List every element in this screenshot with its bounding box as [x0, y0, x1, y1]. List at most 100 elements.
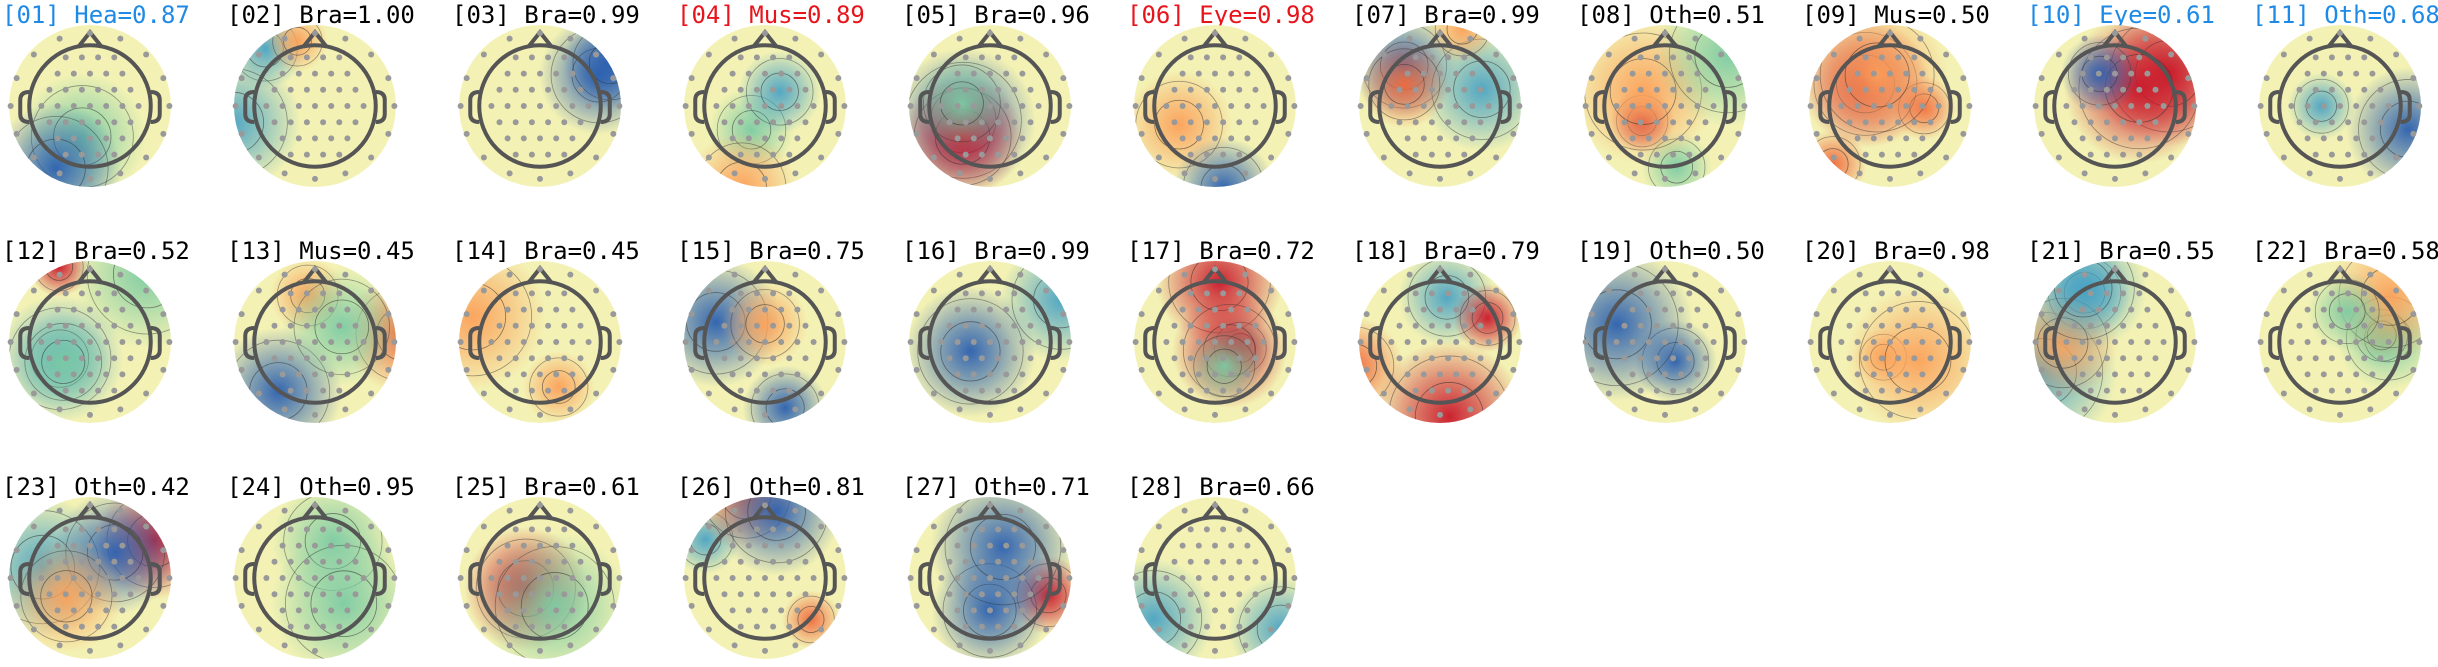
sensor [1220, 387, 1227, 394]
sensor [457, 103, 464, 110]
sensor [2103, 387, 2110, 394]
sensor [745, 542, 752, 549]
sensor [160, 311, 167, 318]
sensor [1895, 290, 1902, 297]
sensor [987, 175, 994, 182]
sensor [545, 322, 552, 329]
sensor [818, 287, 825, 294]
sensor [1870, 306, 1877, 313]
sensor [561, 290, 568, 297]
sensor [616, 575, 623, 581]
sensor [561, 151, 568, 158]
sensor [1244, 575, 1251, 581]
sensor [336, 591, 343, 598]
sensor [312, 339, 318, 345]
sensor [792, 35, 799, 42]
sensor [2369, 70, 2376, 77]
sensor [2328, 54, 2335, 61]
sensor [1412, 387, 1419, 394]
sensor [713, 575, 720, 581]
sensor [1670, 151, 1677, 158]
sensor [1830, 390, 1837, 397]
sensor [1621, 322, 1628, 329]
sensor [2306, 406, 2313, 413]
sensor [2103, 54, 2110, 61]
sensor [360, 339, 367, 345]
sensor [1138, 75, 1145, 82]
sensor [279, 103, 286, 109]
sensor [1718, 51, 1725, 58]
sensor [1066, 575, 1073, 581]
sensor [1911, 151, 1918, 158]
sensor [271, 119, 278, 126]
sensor [1813, 366, 1820, 373]
head-outline [1377, 279, 1503, 405]
ear-right [150, 562, 162, 596]
sensor [2312, 355, 2319, 362]
sensor [753, 526, 760, 533]
sensor [117, 406, 124, 413]
sensor [1692, 170, 1699, 177]
sensor [352, 119, 359, 126]
sensor [1830, 287, 1837, 294]
sensor [1043, 154, 1050, 161]
sensor [1132, 103, 1139, 110]
sensor [1903, 339, 1910, 345]
sensor [778, 371, 785, 378]
sensor [385, 311, 392, 318]
sensor [1911, 355, 1918, 362]
sensor [761, 266, 768, 273]
sensor [1637, 54, 1644, 61]
sensor [1702, 322, 1709, 329]
sensor [569, 607, 576, 614]
sensor [962, 86, 969, 93]
sensor [1203, 119, 1210, 126]
head-outline [702, 515, 828, 641]
ear-left [468, 562, 480, 596]
sensor [143, 390, 150, 397]
sensor [1412, 355, 1419, 362]
head-outline [252, 515, 378, 641]
sensor [119, 339, 126, 345]
sensor [1461, 387, 1468, 394]
sensor [1203, 558, 1210, 565]
sensor [753, 119, 760, 126]
sensor [279, 70, 286, 77]
contour-line [1809, 136, 1861, 187]
contour-line [917, 298, 1024, 405]
sensor [946, 86, 953, 93]
component-title: [14] Bra=0.45 [452, 237, 640, 265]
sensor [731, 35, 738, 42]
sensor [1363, 75, 1370, 82]
sensor [87, 306, 93, 313]
sensor [1516, 339, 1523, 345]
sensor [1195, 103, 1202, 109]
sensor [1019, 575, 1026, 581]
sensor [1741, 103, 1748, 109]
sensor [2152, 355, 2159, 362]
sensor [1212, 70, 1218, 77]
sensor [528, 558, 535, 565]
sensor [2377, 119, 2384, 126]
sensor [986, 502, 993, 509]
sensor [263, 575, 270, 581]
sensor [463, 602, 470, 609]
sensor [1735, 130, 1742, 137]
sensor [737, 119, 744, 126]
sensor [561, 355, 568, 362]
sensor [1203, 54, 1210, 61]
topomap [1582, 25, 1748, 187]
sensor [56, 170, 63, 177]
sensor [1380, 390, 1387, 397]
sensor [545, 290, 552, 297]
sensor [1445, 86, 1452, 93]
activation-blob [1134, 558, 1214, 659]
sensor [119, 103, 126, 109]
sensor [1678, 103, 1685, 109]
sensor [311, 30, 318, 37]
topomap [2257, 261, 2423, 423]
sensor [616, 103, 623, 109]
sensor [1629, 371, 1636, 378]
sensor [1927, 119, 1934, 126]
sensor [995, 387, 1002, 394]
